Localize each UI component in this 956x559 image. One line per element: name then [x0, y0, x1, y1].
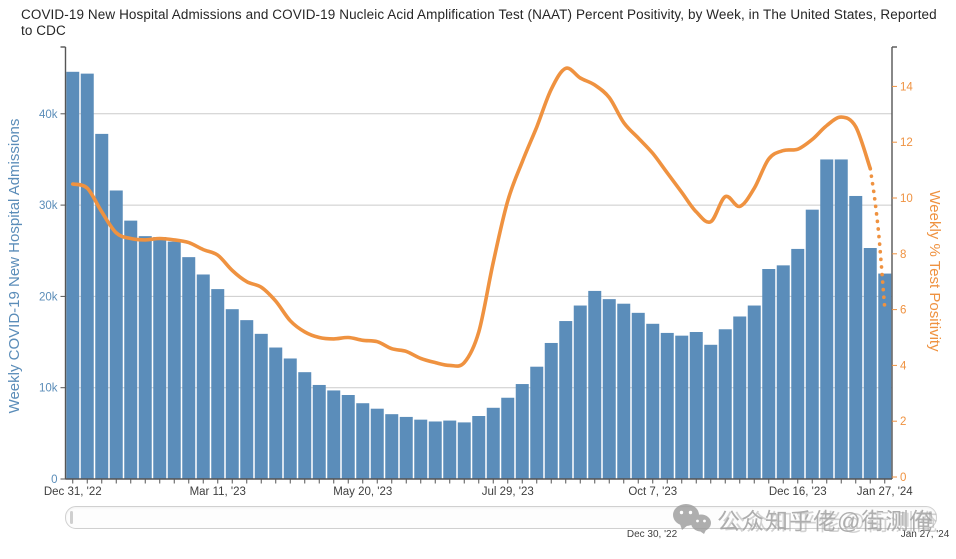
- admissions-bar: [573, 305, 587, 479]
- admissions-bar: [544, 342, 558, 479]
- admissions-bar: [646, 323, 660, 479]
- admissions-bar: [602, 299, 616, 479]
- admissions-bar: [472, 416, 486, 479]
- right-axis-tick-label: 6: [900, 305, 906, 317]
- admissions-bar: [428, 421, 442, 479]
- admissions-bar: [341, 395, 355, 479]
- x-axis-date-label: May 20, '23: [333, 486, 392, 498]
- admissions-bar: [501, 397, 515, 479]
- range-slider[interactable]: [65, 506, 937, 529]
- left-axis-title: Weekly COVID-19 New Hospital Admissions: [6, 118, 23, 414]
- slider-start-date: Dec 30, '22: [626, 529, 678, 540]
- right-axis-tick-label: 10: [900, 193, 913, 205]
- admissions-bar: [298, 372, 312, 479]
- x-axis-date-label: Jan 27, '24: [857, 486, 914, 498]
- left-axis-tick-label: 10k: [39, 383, 58, 395]
- admissions-bar: [486, 407, 500, 479]
- admissions-bar: [689, 332, 703, 479]
- positivity-line-dotted-tail: [868, 166, 887, 310]
- admissions-bar: [167, 241, 181, 479]
- admissions-bar: [153, 237, 167, 479]
- admissions-bar: [704, 344, 718, 479]
- admissions-bar: [443, 420, 457, 479]
- admissions-bar: [124, 220, 138, 479]
- admissions-bar: [588, 290, 602, 479]
- chart-title: COVID-19 New Hospital Admissions and COV…: [21, 7, 937, 39]
- admissions-bar: [109, 190, 123, 479]
- admissions-bar: [878, 273, 892, 479]
- x-axis-date-label: Dec 16, '23: [769, 486, 827, 498]
- admissions-bar: [834, 159, 848, 479]
- admissions-bar: [631, 312, 645, 479]
- left-axis-tick-label: 30k: [39, 200, 58, 212]
- admissions-bar: [312, 384, 326, 479]
- admissions-bar: [283, 358, 297, 479]
- admissions-bar: [327, 390, 341, 479]
- right-axis-tick-label: 8: [900, 249, 906, 261]
- admissions-bar: [675, 335, 689, 479]
- admissions-bar: [399, 416, 413, 479]
- right-axis-tick-label: 4: [900, 360, 907, 372]
- admissions-bar: [762, 269, 776, 479]
- admissions-bar: [211, 289, 225, 479]
- admissions-bar: [617, 303, 631, 479]
- right-axis-tick-label: 12: [900, 137, 913, 149]
- right-axis-tick-label: 0: [900, 472, 906, 484]
- admissions-bar: [515, 384, 529, 479]
- admissions-bar: [530, 366, 544, 479]
- admissions-bar: [356, 403, 370, 479]
- admissions-bar: [385, 414, 399, 479]
- admissions-bar: [849, 195, 863, 479]
- admissions-bar: [718, 329, 732, 479]
- admissions-bar: [791, 248, 805, 479]
- plot-area[interactable]: 0 10k 20k 30k 40k 0 2 4 6 8 10 12 14 Dec 31, '22 Mar 1…: [0, 0, 956, 500]
- right-axis-title: Weekly % Test Positivity: [926, 190, 943, 352]
- admissions-bar: [225, 309, 239, 479]
- admissions-bar: [863, 248, 877, 479]
- admissions-bar: [733, 316, 747, 479]
- slider-end-date: Jan 27, '24: [900, 529, 950, 540]
- left-axis-tick-label: 20k: [39, 291, 58, 303]
- x-axis-date-label: Mar 11, '23: [190, 486, 246, 498]
- admissions-bar: [370, 408, 384, 479]
- admissions-bar: [776, 265, 790, 479]
- admissions-bar: [457, 422, 471, 479]
- admissions-bar: [80, 73, 94, 480]
- right-axis-tick-label: 2: [900, 416, 906, 428]
- admissions-bar: [269, 347, 283, 479]
- admissions-bar: [254, 333, 268, 479]
- admissions-bar: [182, 257, 196, 479]
- range-slider-left-handle[interactable]: [70, 511, 73, 524]
- x-axis-date-label: Jul 29, '23: [482, 486, 534, 498]
- x-axis-date-label: Oct 7, '23: [628, 486, 677, 498]
- admissions-bar: [240, 320, 254, 479]
- positivity-line: [70, 66, 873, 368]
- admissions-bar: [138, 236, 152, 479]
- admissions-bar: [95, 133, 109, 480]
- admissions-bar: [559, 321, 573, 479]
- admissions-bar: [196, 274, 210, 479]
- left-axis-tick-label: 0: [51, 474, 57, 486]
- left-axis-tick-label: 40k: [39, 109, 58, 121]
- right-axis-tick-label: 14: [900, 81, 913, 93]
- x-axis-date-label: Dec 31, '22: [44, 486, 102, 498]
- admissions-bar: [747, 305, 761, 479]
- admissions-bar: [805, 209, 819, 480]
- admissions-bar: [414, 419, 428, 479]
- admissions-bar: [660, 332, 674, 479]
- range-slider-right-handle[interactable]: [929, 511, 932, 524]
- admissions-bar: [66, 71, 80, 479]
- admissions-bar: [820, 159, 834, 479]
